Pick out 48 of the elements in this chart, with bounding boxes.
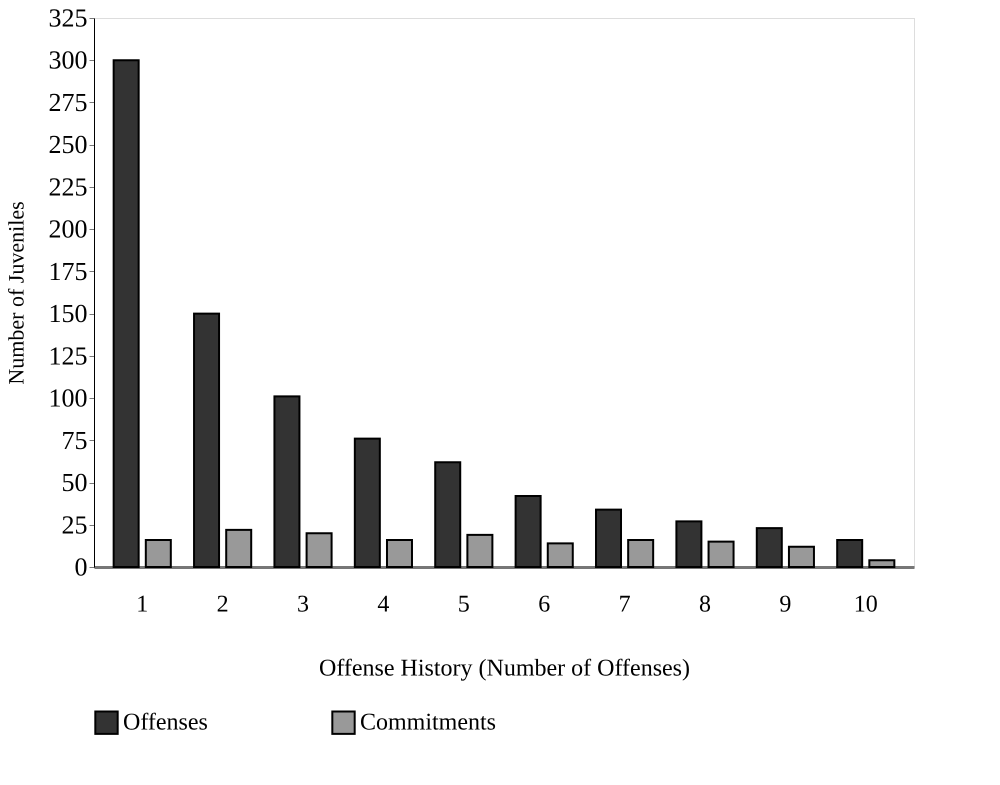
y-tick-label: 50	[62, 468, 88, 498]
x-axis-title: Offense History (Number of Offenses)	[318, 656, 690, 682]
bar	[836, 538, 864, 568]
x-tick-label: 3	[297, 592, 310, 618]
y-tick-label: 25	[62, 510, 88, 540]
x-tick-label: 4	[377, 592, 390, 618]
x-tick-label: 8	[698, 592, 711, 618]
bar	[434, 461, 462, 568]
bar	[788, 546, 815, 568]
bar	[868, 559, 896, 568]
y-tick-label: 325	[48, 4, 88, 32]
bar	[386, 538, 413, 568]
y-tick-label: 300	[48, 46, 88, 75]
legend-label: Offenses	[123, 710, 208, 736]
bar	[595, 508, 622, 568]
bar	[273, 395, 300, 568]
bar	[144, 538, 172, 568]
bar	[354, 438, 381, 568]
y-tick-label: 250	[48, 130, 88, 160]
bar	[193, 312, 220, 568]
bar	[112, 59, 140, 568]
y-tick-label: 200	[48, 214, 88, 244]
bar	[466, 534, 494, 568]
y-tick-label: 150	[48, 299, 88, 328]
bar	[514, 495, 542, 568]
x-tick-label: 9	[779, 592, 792, 618]
y-tick-label: 225	[48, 172, 88, 202]
x-tick-label: 1	[136, 592, 148, 618]
y-axis-title: Number of Juveniles	[4, 201, 28, 385]
bar	[756, 527, 783, 568]
bar	[675, 520, 702, 568]
y-tick-label: 75	[62, 426, 88, 455]
y-tick-label: 175	[48, 256, 88, 286]
y-tick-label: 125	[48, 341, 88, 370]
bar	[708, 540, 735, 568]
x-tick-label: 5	[458, 592, 470, 618]
bar	[546, 542, 574, 568]
bar	[306, 532, 333, 568]
y-tick-label: 0	[74, 552, 88, 582]
y-tick-label: 275	[48, 88, 88, 117]
y-tick-label: 100	[48, 384, 88, 413]
x-tick-label: 6	[538, 592, 550, 618]
x-tick-label: 2	[216, 592, 229, 618]
bar	[627, 538, 654, 568]
x-tick-label: 7	[618, 592, 631, 618]
bar	[225, 528, 252, 568]
legend-label: Commitments	[360, 710, 496, 736]
x-tick-label: 10	[854, 592, 878, 618]
